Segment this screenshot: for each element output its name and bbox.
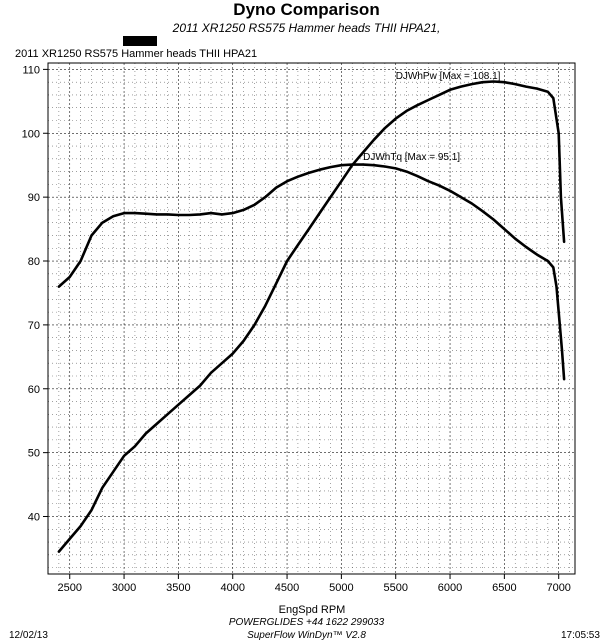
x-tick-label: 5500	[383, 582, 407, 594]
y-tick-label: 110	[22, 64, 40, 76]
y-tick-label: 40	[28, 512, 40, 524]
x-tick-label: 7000	[546, 582, 570, 594]
y-tick-label: 90	[28, 192, 40, 204]
series-annotation-djwhpw: DJWhPw [Max = 108.1]	[396, 71, 501, 82]
series-line-djwhtq	[57, 163, 566, 381]
x-axis-label: EngSpd RPM	[279, 604, 346, 616]
footer-software: SuperFlow WinDyn™ V2.8	[247, 630, 366, 641]
series-line-djwhpw	[57, 80, 566, 553]
page-title: Dyno Comparison	[233, 0, 380, 19]
chart-annotations: DJWhPw [Max = 108.1] DJWhTq [Max = 95.1]	[363, 71, 501, 163]
footer-shop: POWERGLIDES +44 1622 299033	[228, 617, 385, 628]
y-tick-label: 60	[28, 384, 40, 396]
legend-run-label: 2011 XR1250 RS575 Hammer heads THII HPA2…	[15, 48, 258, 60]
x-tick-label: 2500	[57, 582, 81, 594]
y-tick-label: 100	[22, 128, 40, 140]
chart-grid	[47, 63, 575, 574]
chart-series	[57, 80, 566, 553]
x-tick-label: 5000	[329, 582, 353, 594]
y-tick-label: 70	[28, 320, 40, 332]
x-tick-label: 4000	[220, 582, 244, 594]
x-tick-label: 4500	[275, 582, 299, 594]
page-subtitle: 2011 XR1250 RS575 Hammer heads THII HPA2…	[172, 21, 441, 35]
chart-ticks: 2500 3000 3500 4000 4500 5000 5500 6000 6500 7000…	[22, 64, 571, 594]
y-tick-label: 80	[28, 256, 40, 268]
footer-time: 17:05:53	[561, 630, 600, 641]
series-annotation-djwhtq: DJWhTq [Max = 95.1]	[363, 152, 460, 163]
legend-swatch	[123, 36, 157, 46]
plot-frame	[47, 62, 576, 575]
footer-date: 12/02/13	[9, 630, 48, 641]
y-tick-label: 50	[28, 448, 40, 460]
x-tick-label: 6000	[438, 582, 462, 594]
x-tick-label: 3500	[166, 582, 190, 594]
x-tick-label: 6500	[492, 582, 516, 594]
x-tick-label: 3000	[112, 582, 136, 594]
